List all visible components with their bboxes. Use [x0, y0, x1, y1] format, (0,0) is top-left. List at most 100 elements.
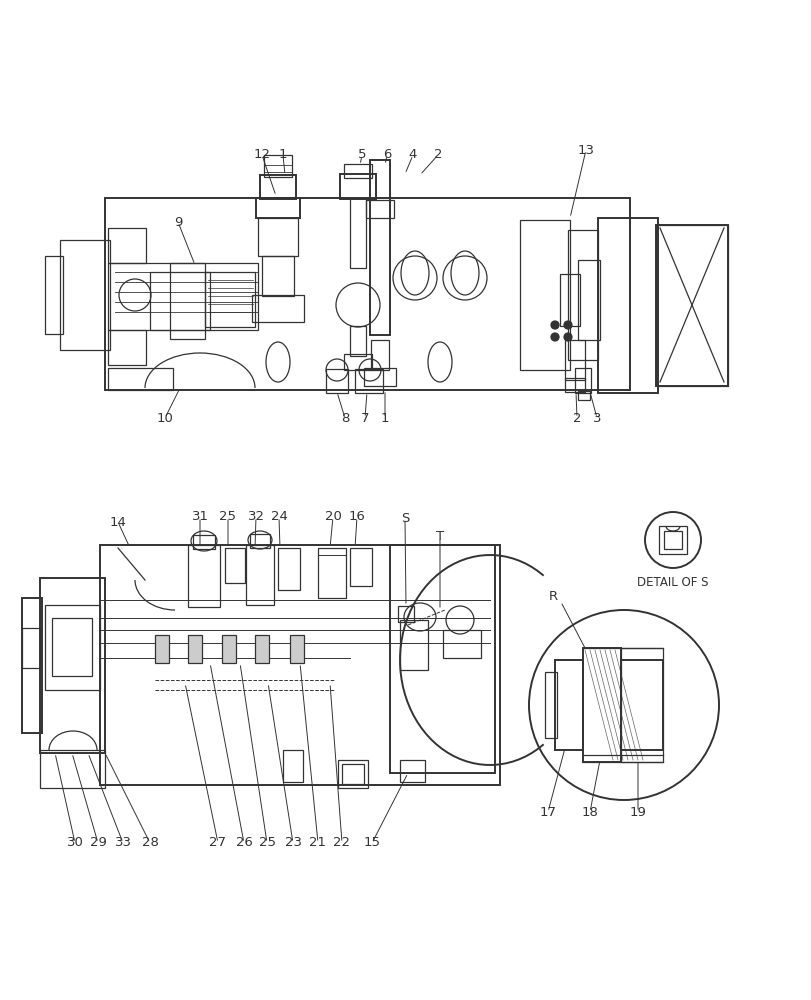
Bar — [340, 174, 375, 199]
Text: 12: 12 — [253, 148, 270, 161]
Bar — [204, 272, 255, 327]
Text: 24: 24 — [270, 510, 287, 524]
Bar — [620, 660, 663, 750]
Text: 22: 22 — [333, 836, 350, 850]
Text: 18: 18 — [581, 806, 598, 818]
Text: 29: 29 — [89, 836, 106, 850]
Bar — [258, 218, 298, 256]
Text: 25: 25 — [258, 836, 275, 850]
Bar — [318, 548, 345, 598]
Text: 21: 21 — [309, 836, 326, 850]
Text: 8: 8 — [341, 412, 349, 424]
Bar — [325, 369, 348, 393]
Text: S: S — [401, 512, 409, 526]
Bar — [52, 618, 92, 676]
Bar — [574, 368, 590, 393]
Text: 31: 31 — [191, 510, 208, 524]
Bar — [363, 368, 396, 386]
Bar — [22, 628, 40, 668]
Bar — [105, 198, 629, 390]
Bar — [344, 164, 371, 178]
Bar — [554, 660, 582, 750]
Circle shape — [551, 321, 558, 329]
Text: 15: 15 — [363, 836, 380, 850]
Bar — [277, 548, 299, 590]
Bar — [400, 760, 424, 782]
Text: 5: 5 — [358, 148, 366, 161]
Text: 2: 2 — [572, 412, 581, 424]
Bar — [350, 326, 366, 356]
Bar — [659, 526, 686, 554]
Bar — [519, 220, 569, 370]
Bar — [188, 545, 220, 607]
Text: 2: 2 — [433, 148, 442, 161]
Text: 6: 6 — [382, 148, 391, 161]
Circle shape — [551, 333, 558, 341]
Text: 27: 27 — [209, 836, 226, 850]
Bar — [251, 295, 303, 322]
Bar — [397, 606, 414, 622]
Bar — [389, 545, 495, 773]
Bar — [22, 598, 42, 733]
Bar — [221, 635, 236, 663]
Bar — [337, 760, 367, 788]
Bar — [290, 635, 303, 663]
Bar — [150, 272, 210, 330]
Bar — [370, 160, 389, 335]
Bar — [246, 545, 273, 605]
Bar — [544, 672, 556, 738]
Bar — [655, 225, 727, 386]
Text: 28: 28 — [141, 836, 158, 850]
Bar — [193, 535, 215, 549]
Bar — [255, 198, 299, 218]
Text: 30: 30 — [67, 836, 84, 850]
Text: 4: 4 — [408, 148, 417, 161]
Bar — [443, 630, 480, 658]
Bar — [577, 260, 599, 340]
Bar — [350, 548, 371, 586]
Bar — [100, 545, 500, 785]
Bar — [354, 369, 383, 393]
Text: T: T — [436, 530, 444, 544]
Bar — [568, 230, 597, 360]
Text: 19: 19 — [629, 806, 646, 818]
Bar — [264, 155, 292, 177]
Bar — [40, 750, 105, 788]
Bar — [262, 256, 294, 296]
Bar — [655, 225, 727, 386]
Bar — [597, 218, 657, 393]
Bar — [188, 635, 202, 663]
Text: 20: 20 — [324, 510, 341, 524]
Bar — [371, 340, 388, 370]
Bar — [108, 330, 146, 365]
Bar — [564, 340, 584, 380]
Bar — [283, 750, 303, 782]
Text: 25: 25 — [219, 510, 236, 524]
Bar — [344, 354, 371, 370]
Bar — [577, 391, 590, 400]
Text: 13: 13 — [577, 143, 594, 156]
Bar — [108, 263, 258, 330]
Bar — [560, 274, 579, 326]
Text: 10: 10 — [157, 412, 174, 424]
Bar — [663, 531, 681, 549]
Text: 1: 1 — [278, 148, 287, 161]
Bar — [40, 578, 105, 753]
Bar — [225, 548, 245, 583]
Bar — [350, 198, 366, 268]
Bar — [169, 263, 204, 339]
Text: R: R — [547, 589, 557, 602]
Circle shape — [564, 321, 571, 329]
Bar — [250, 534, 270, 548]
Bar — [108, 228, 146, 263]
Text: 9: 9 — [174, 216, 182, 229]
Text: 1: 1 — [380, 412, 388, 424]
Text: 17: 17 — [539, 806, 556, 818]
Bar — [620, 648, 663, 762]
Text: 14: 14 — [109, 516, 127, 528]
Bar — [260, 175, 296, 199]
Bar — [400, 620, 427, 670]
Bar — [60, 240, 109, 350]
Bar — [255, 635, 268, 663]
Text: 23: 23 — [284, 836, 301, 850]
